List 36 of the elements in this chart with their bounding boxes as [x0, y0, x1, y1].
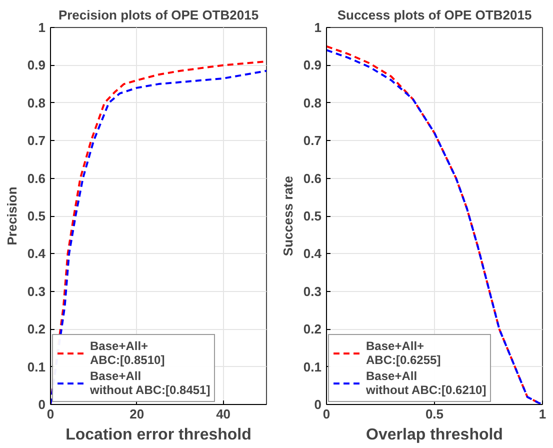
- y-tick-label: 0.7: [303, 133, 322, 148]
- y-tick-label: 0.4: [27, 246, 46, 262]
- y-tick-label: 1: [314, 20, 322, 35]
- y-tick-label: 0.1: [27, 359, 46, 374]
- y-tick-label: 0.3: [27, 284, 46, 299]
- x-tick-label: 20: [130, 406, 144, 422]
- y-tick-label: 0.3: [303, 284, 322, 299]
- y-tick-label: 0.6: [27, 170, 46, 186]
- x-tick-label: 1: [538, 406, 546, 422]
- y-tick-label: 0.2: [303, 322, 322, 337]
- legend-label: Base+All+ ABC:[0.8510]: [90, 339, 165, 367]
- x-tick-label: 40: [216, 406, 231, 422]
- x-axis-title: Location error threshold: [66, 426, 252, 444]
- y-tick-label: 0.7: [27, 133, 46, 148]
- y-axis-title: Success rate: [280, 176, 296, 256]
- y-tick-label: 0.6: [303, 170, 322, 186]
- y-tick-label: 0.2: [27, 322, 46, 337]
- y-tick-label: 0.9: [27, 58, 46, 73]
- y-tick-label: 0.9: [303, 58, 322, 73]
- y-tick-label: 0.5: [303, 208, 322, 224]
- y-tick-label: 1: [38, 20, 46, 35]
- y-tick-label: 0.4: [303, 246, 322, 262]
- legend-label: Base+All+ ABC:[0.6255]: [366, 339, 441, 367]
- y-tick-label: 0.1: [303, 359, 322, 374]
- y-tick-label: 0: [314, 397, 322, 412]
- y-tick-label: 0.8: [303, 95, 322, 110]
- chart-title: Precision plots of OPE OTB2015: [58, 8, 259, 22]
- y-tick-label: 0.5: [27, 208, 46, 224]
- y-tick-label: 0: [38, 397, 46, 412]
- legend-label: Base+All without ABC:[0.8451]: [90, 369, 210, 397]
- legend-label: Base+All without ABC:[0.6210]: [366, 369, 486, 397]
- x-tick-label: 0.5: [425, 406, 444, 422]
- chart-title: Success plots of OPE OTB2015: [337, 8, 532, 22]
- y-axis-title: Precision: [4, 186, 20, 246]
- x-axis-title: Overlap threshold: [366, 426, 503, 444]
- y-tick-label: 0.8: [27, 95, 46, 110]
